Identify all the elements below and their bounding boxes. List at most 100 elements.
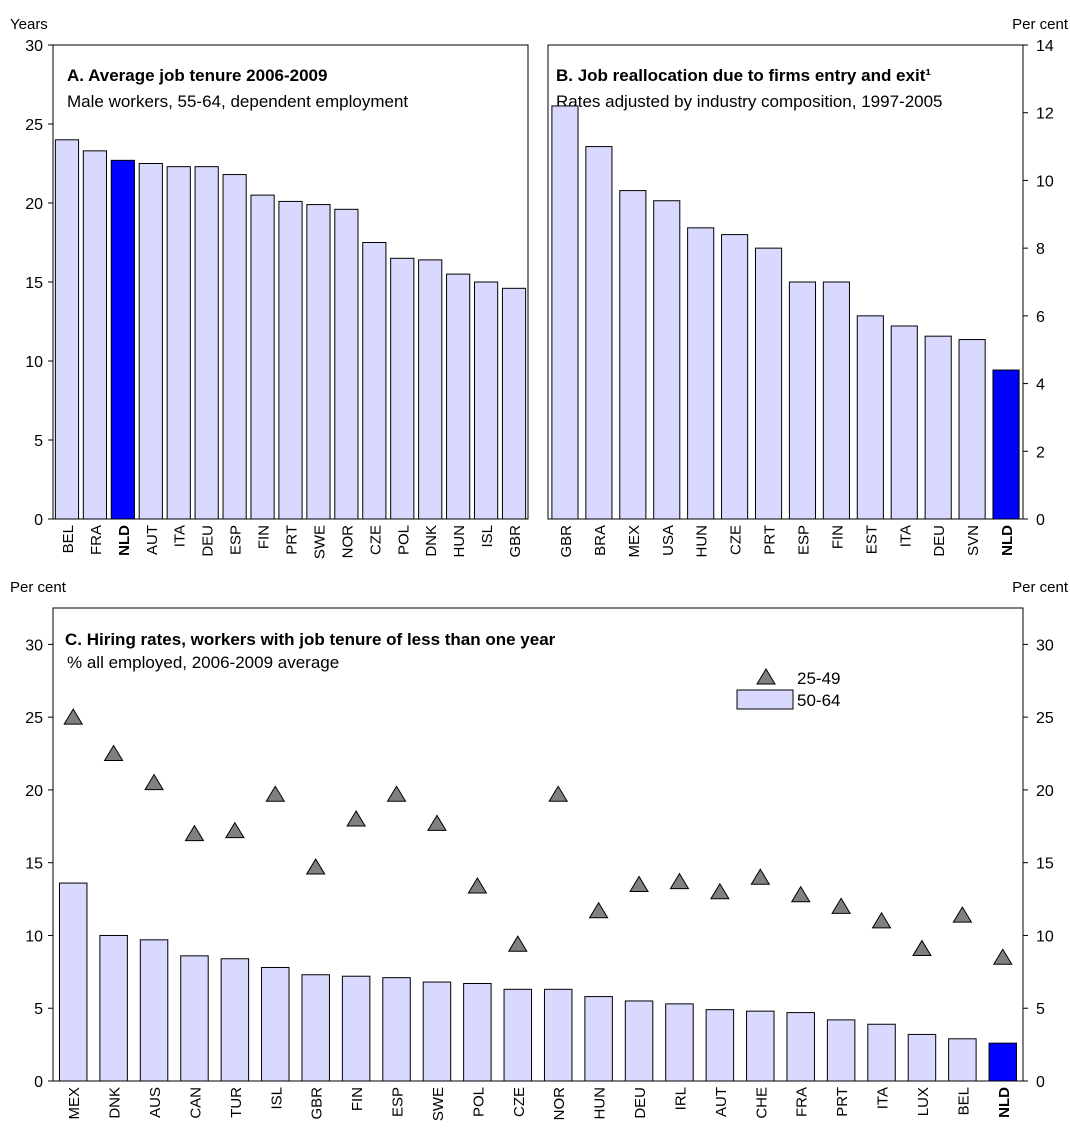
panel-c-bar <box>746 1010 775 1082</box>
panel-a-category-label: PRT <box>284 525 301 555</box>
panel-a-bar <box>473 281 499 520</box>
panel-a-title: A. Average job tenure 2006-2009 <box>67 66 327 85</box>
panel-c-marker-25-49 <box>346 810 367 827</box>
panel-b-category-label: SVN <box>965 525 982 556</box>
panel-c-marker-25-49 <box>548 785 569 802</box>
panel-c-left-y-tick-label: 5 <box>34 1001 43 1018</box>
panel-b-y-tick-label: 8 <box>1036 241 1045 258</box>
panel-c-marker-25-49 <box>386 785 407 802</box>
panel-b-category-label: HUN <box>694 525 711 558</box>
panel-c-frame <box>52 607 1024 1082</box>
panel-b-job-reallocation: Per cent B. Job reallocation due to firm… <box>547 16 1069 558</box>
panel-c-category-label: DEU <box>632 1087 649 1119</box>
panel-c-category-label: CZE <box>511 1087 528 1117</box>
panel-c-right-y-tick-label: 25 <box>1036 710 1054 727</box>
panel-c-marker-25-49 <box>427 814 447 831</box>
panel-c-marker-25-49 <box>750 868 771 885</box>
panel-c-bar <box>341 975 371 1082</box>
panel-c-category-label: SWE <box>430 1087 447 1121</box>
panel-c-category-label: ESP <box>390 1087 407 1117</box>
panel-c-marker-25-49 <box>992 948 1013 965</box>
panel-a-bar <box>334 208 359 520</box>
panel-a-category-label: FIN <box>256 525 273 549</box>
panel-c-right-y-tick-label: 10 <box>1036 928 1054 945</box>
panel-a-y-axis-label: Years <box>10 16 48 33</box>
panel-b-bar <box>924 335 952 520</box>
panel-c-left-y-tick-label: 0 <box>34 1074 43 1091</box>
panel-c-bar <box>301 974 330 1082</box>
panel-a-category-label: DEU <box>200 525 217 557</box>
panel-b-bar <box>822 281 850 520</box>
panel-a-bar <box>110 159 135 520</box>
panel-c-hiring-rates: Per cent Per cent C. Hiring rates, worke… <box>10 579 1069 1121</box>
panel-c-title: C. Hiring rates, workers with job tenure… <box>65 630 556 649</box>
panel-c-legend: 25-49 50-64 <box>736 668 840 710</box>
panel-a-category-label: GBR <box>507 525 524 558</box>
panel-c-bar <box>988 1042 1018 1082</box>
panel-b-bar <box>958 339 986 520</box>
panel-c-bar <box>543 988 573 1082</box>
panel-c-category-label: PRT <box>834 1087 851 1117</box>
panel-b-category-label: FIN <box>829 525 846 549</box>
panel-b-bar <box>721 234 749 520</box>
panel-b-y-tick-label: 14 <box>1036 38 1054 55</box>
panel-b-y-tick-label: 0 <box>1036 512 1045 529</box>
panel-c-bar <box>180 955 209 1082</box>
panel-a-bar <box>54 139 80 520</box>
panel-a-subtitle: Male workers, 55-64, dependent employmen… <box>67 92 408 111</box>
panel-c-bar <box>665 1003 694 1082</box>
panel-c-category-label: HUN <box>592 1087 609 1120</box>
panel-c-category-label: AUS <box>147 1087 164 1118</box>
panel-a-y-tick-label: 0 <box>34 512 43 529</box>
panel-c-bar <box>705 1009 735 1082</box>
panel-b-bar <box>788 281 817 520</box>
panel-c-category-label: ITA <box>875 1087 892 1109</box>
panel-c-marker-25-49 <box>588 901 609 919</box>
panel-a-bar <box>306 204 331 520</box>
panel-b-y-tick-label: 10 <box>1036 173 1054 190</box>
panel-a-y-tick-label: 20 <box>25 196 43 213</box>
panel-a-bar <box>501 287 527 520</box>
panel-a-category-label: NOR <box>339 525 356 559</box>
panel-c-bar <box>99 934 128 1082</box>
panel-c-marker-25-49 <box>831 897 852 914</box>
panel-b-y-tick-label: 12 <box>1036 106 1054 123</box>
panel-b-category-label: NLD <box>999 525 1016 556</box>
panel-c-right-y-tick-label: 0 <box>1036 1074 1045 1091</box>
panel-b-bar <box>619 190 647 520</box>
panel-c-category-label: FIN <box>349 1087 366 1111</box>
panel-c-subtitle: % all employed, 2006-2009 average <box>67 653 339 672</box>
panel-c-left-y-tick-label: 25 <box>25 710 43 727</box>
panel-a-category-label: SWE <box>311 525 328 559</box>
panel-c-category-label: CAN <box>187 1087 204 1119</box>
panel-c-bar <box>624 1000 654 1082</box>
panel-c-bar <box>139 939 169 1082</box>
panel-a-bar <box>138 163 163 520</box>
panel-b-category-label: ESP <box>795 525 812 555</box>
panel-a-bar <box>278 200 303 520</box>
panel-b-bar <box>890 325 918 520</box>
panel-c-marker-25-49 <box>63 708 84 725</box>
panel-c-marker-25-49 <box>871 911 892 929</box>
panel-a-y-tick-label: 10 <box>25 354 43 371</box>
panel-a-category-label: FRA <box>88 525 105 555</box>
panel-a-y-tick-label: 15 <box>25 275 43 292</box>
panel-c-bar <box>503 988 533 1082</box>
panel-a-category-label: POL <box>395 525 412 555</box>
panel-c-category-label: BEL <box>955 1087 972 1115</box>
panel-b-bar <box>754 247 783 520</box>
panel-b-category-label: GBR <box>558 525 575 558</box>
panel-b-y-tick-label: 4 <box>1036 377 1045 394</box>
panel-c-category-label: TUR <box>228 1087 245 1118</box>
panel-a-category-label: ITA <box>172 525 189 547</box>
panel-a-category-label: BEL <box>60 525 77 553</box>
panel-c-bar <box>422 981 452 1082</box>
panel-c-category-label: POL <box>470 1087 487 1117</box>
legend-label-50-64: 50-64 <box>797 691 840 710</box>
panel-c-marker-25-49 <box>790 885 811 903</box>
legend-label-25-49: 25-49 <box>797 669 840 688</box>
panel-c-left-y-tick-label: 30 <box>25 637 43 654</box>
panel-c-bar <box>826 1019 856 1082</box>
panel-b-category-label: BRA <box>592 525 609 556</box>
